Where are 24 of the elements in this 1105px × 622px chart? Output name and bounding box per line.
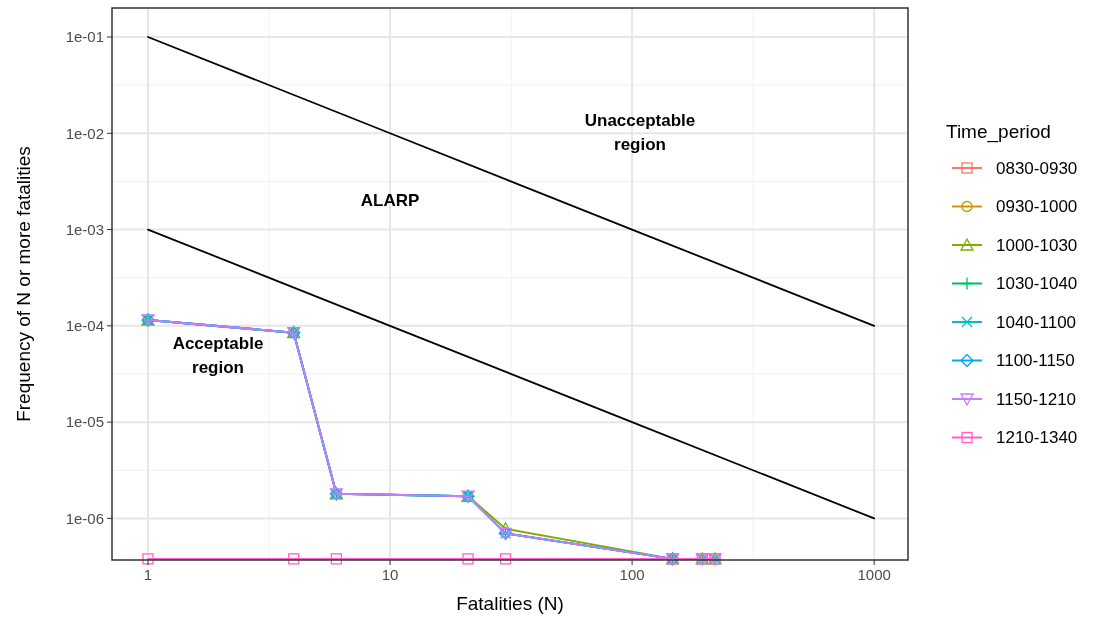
legend-label: 0830-0930 bbox=[996, 158, 1078, 178]
annotation: Unacceptable region bbox=[584, 110, 696, 154]
x-tick-label: 100 bbox=[619, 566, 645, 583]
y-tick-label: 1e-06 bbox=[65, 509, 104, 527]
y-tick-label: 1e-05 bbox=[65, 413, 104, 431]
annotation: Acceptable region bbox=[172, 333, 264, 377]
legend-label: 1150-1210 bbox=[996, 389, 1077, 409]
x-tick-label: 1 bbox=[143, 566, 153, 583]
legend-label: 1000-1030 bbox=[996, 235, 1078, 255]
legend-label: 1210-1340 bbox=[996, 428, 1078, 448]
legend-label: 1100-1150 bbox=[996, 351, 1075, 371]
x-tick-label: 1000 bbox=[857, 566, 891, 583]
x-tick-label: 10 bbox=[381, 566, 399, 583]
y-tick-label: 1e-03 bbox=[65, 220, 104, 238]
x-axis-title: Fatalities (N) bbox=[456, 593, 564, 614]
legend-title: Time_period bbox=[946, 121, 1051, 143]
legend-label: 0930-1000 bbox=[996, 197, 1078, 217]
legend-label: 1030-1040 bbox=[996, 274, 1078, 294]
legend-label: 1040-1100 bbox=[996, 312, 1077, 332]
y-axis-title: Frequency of N or more fatalities bbox=[13, 146, 34, 422]
y-tick-label: 1e-02 bbox=[65, 124, 104, 142]
y-tick-label: 1e-04 bbox=[65, 317, 104, 335]
annotation: ALARP bbox=[360, 190, 420, 210]
y-tick-label: 1e-01 bbox=[65, 28, 104, 46]
